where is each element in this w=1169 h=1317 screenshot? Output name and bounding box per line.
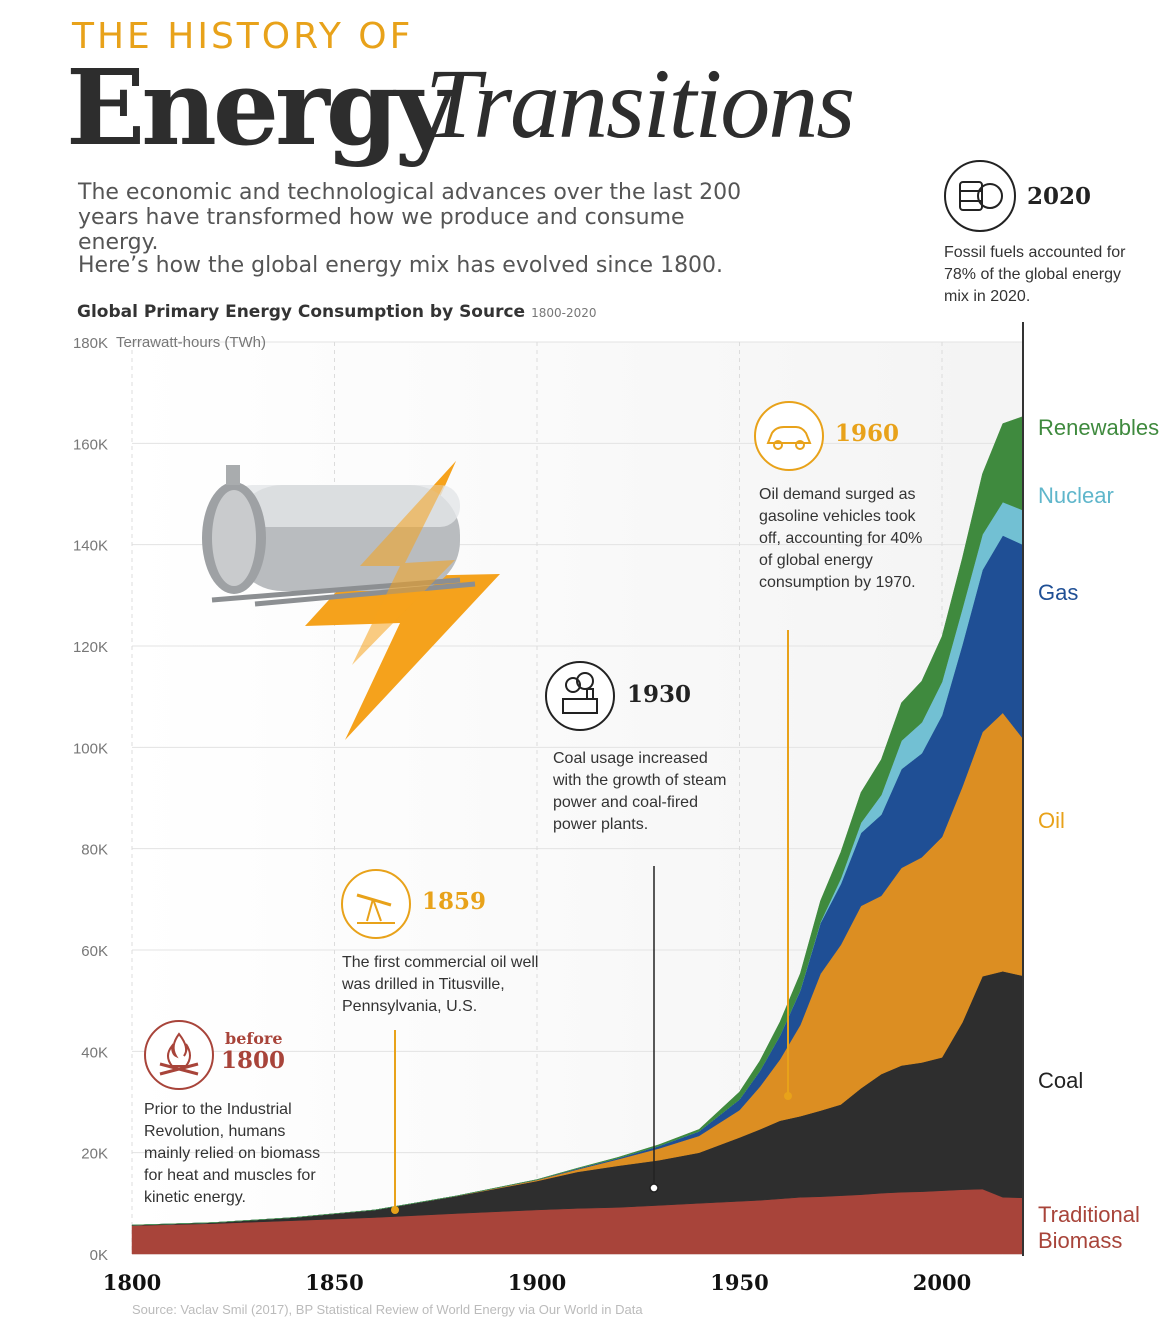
- note-1859: The first commercial oil well was drille…: [342, 954, 539, 1015]
- chart-title: Global Primary Energy Consumption by Sou…: [77, 302, 597, 322]
- y-tick-label: 180K: [73, 335, 108, 352]
- legend-renewables: Renewables: [1038, 415, 1160, 440]
- y-tick-label: 40K: [81, 1044, 108, 1061]
- year-1800: 1800: [221, 1047, 286, 1074]
- y-unit-label: Terrawatt-hours (TWh): [116, 334, 266, 351]
- legend-oil: Oil: [1038, 808, 1065, 833]
- chart-title-text: Global Primary Energy Consumption by Sou…: [77, 302, 526, 322]
- note-1930: Coal usage increased with the growth of …: [553, 750, 727, 833]
- source-note: Source: Vaclav Smil (2017), BP Statistic…: [132, 1302, 643, 1317]
- oil-pump-icon: [341, 869, 411, 939]
- y-tick-label: 100K: [73, 740, 108, 757]
- note-1800: Prior to the Industrial Revolution, huma…: [144, 1101, 321, 1206]
- y-tick-label: 80K: [81, 842, 108, 859]
- x-tick-label: 2000: [913, 1270, 971, 1295]
- campfire-icon: [144, 1020, 214, 1090]
- note-1960: Oil demand surged as gasoline vehicles t…: [759, 486, 923, 591]
- title-energy: Energy: [66, 46, 455, 169]
- legend-gas: Gas: [1038, 580, 1079, 605]
- x-tick-label: 1950: [710, 1270, 768, 1295]
- legend-traditional-biomass: Traditional Biomass: [1038, 1202, 1140, 1253]
- year-2020: 2020: [1027, 183, 1092, 210]
- legend-nuclear: Nuclear: [1038, 483, 1114, 508]
- leader-dot-1859: [391, 1206, 399, 1214]
- y-tick-label: 160K: [73, 436, 108, 453]
- leader-dot-1960: [784, 1092, 792, 1100]
- oil-barrel-globe-icon: [944, 160, 1016, 232]
- legend-coal: Coal: [1038, 1068, 1084, 1093]
- x-tick-label: 1800: [103, 1270, 161, 1295]
- y-tick-label: 120K: [73, 639, 108, 656]
- axis-ticks: 0K 20K 40K 60K 80K 100K 120K 140K 160K 180K 1800 18…: [73, 335, 971, 1295]
- y-tick-label: 60K: [81, 943, 108, 960]
- title-kicker: THE HISTORY OF: [72, 16, 414, 57]
- y-tick-label: 140K: [73, 538, 108, 555]
- note-2020: Fossil fuels accounted for 78% of the gl…: [944, 244, 1126, 305]
- chart-subtitle: 1800-2020: [531, 306, 597, 320]
- car-icon: [754, 401, 824, 471]
- leader-dot-1930: [649, 1183, 659, 1193]
- x-tick-label: 1900: [508, 1270, 566, 1295]
- year-1859: 1859: [422, 888, 487, 915]
- factory-smoke-icon: [545, 661, 615, 731]
- year-1960: 1960: [835, 420, 900, 447]
- x-tick-label: 1850: [305, 1270, 363, 1295]
- title-transitions: Transitions: [425, 48, 855, 159]
- fuel-tank-illustration: [202, 461, 500, 740]
- intro-paragraph: The economic and technological advances …: [78, 180, 742, 255]
- y-tick-label: 0K: [90, 1247, 108, 1264]
- year-1930: 1930: [627, 681, 692, 708]
- y-tick-label: 20K: [81, 1146, 108, 1163]
- before-label: before: [225, 1029, 283, 1048]
- intro-subparagraph: Here’s how the global energy mix has evo…: [78, 253, 724, 278]
